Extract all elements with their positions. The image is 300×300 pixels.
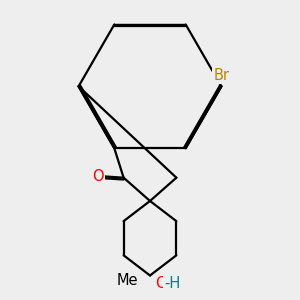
Text: Br: Br <box>213 68 230 83</box>
Text: O: O <box>92 169 104 184</box>
Text: -H: -H <box>164 276 180 291</box>
Text: O: O <box>155 276 166 291</box>
Text: Me: Me <box>117 273 138 288</box>
